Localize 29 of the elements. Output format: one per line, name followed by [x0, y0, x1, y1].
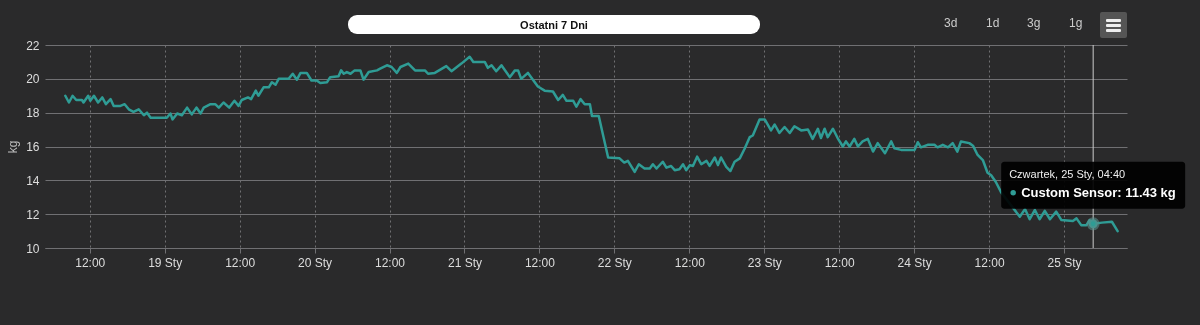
- text: 3g: [1027, 16, 1041, 30]
- annotation: Custom Sensor: 11.43 kg: [1021, 184, 1176, 200]
- x-tick-label: 22 Sty: [597, 255, 632, 270]
- y-tick-label: 20: [26, 72, 40, 87]
- x-tick-label: 12:00: [524, 255, 556, 270]
- text: 1d: [986, 16, 1000, 30]
- chart-title: Ostatni 7 Dni: [348, 15, 760, 34]
- y-tick-label: 16: [26, 140, 40, 154]
- y-axis-title: kg: [6, 140, 21, 154]
- x-tick-label: 12:00: [375, 255, 406, 270]
- y-tick-label: 14: [26, 173, 40, 188]
- y-tick-label: 10: [26, 241, 40, 256]
- y-tick-label: 12: [26, 207, 40, 222]
- x-tick-label: 23 Sty: [747, 255, 782, 270]
- y-tick-label: 22: [26, 38, 40, 53]
- x-tick-label: 12:00: [225, 255, 256, 270]
- x-tick-label: 21 Sty: [447, 255, 482, 270]
- x-tick-label: 12:00: [974, 255, 1005, 270]
- x-tick-label: 20 Sty: [298, 255, 333, 270]
- x-tick-label: 25 Sty: [1047, 255, 1082, 270]
- text: 3d: [944, 16, 958, 30]
- x-tick-label: 12:00: [75, 255, 106, 270]
- x-tick-label: 19 Sty: [148, 255, 183, 270]
- y-tick-label: 18: [26, 106, 40, 121]
- annotation: Czwartek, 25 Sty, 04:40: [1009, 167, 1126, 180]
- text: 1g: [1069, 16, 1083, 30]
- x-tick-label: 12:00: [674, 255, 706, 270]
- x-tick-label: 24 Sty: [897, 255, 932, 270]
- x-tick-label: 12:00: [824, 255, 856, 270]
